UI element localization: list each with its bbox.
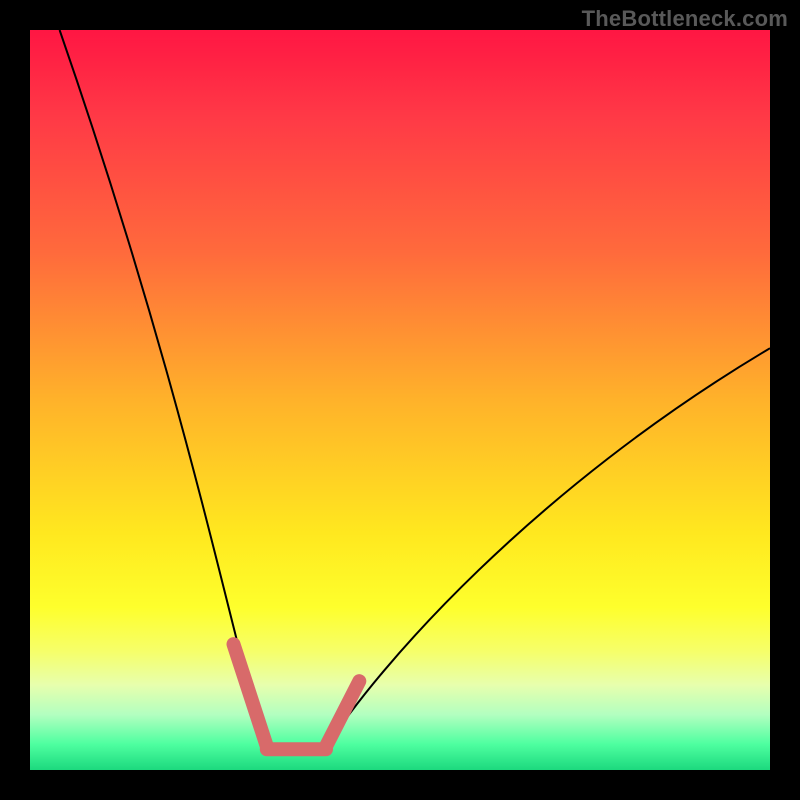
bottleneck-curve [60,30,770,748]
valley-highlight-2 [326,681,359,746]
watermark-text: TheBottleneck.com [582,6,788,32]
chart-overlay [30,30,770,770]
chart-frame: TheBottleneck.com [0,0,800,800]
plot-area [30,30,770,770]
valley-highlight-0 [234,644,267,746]
